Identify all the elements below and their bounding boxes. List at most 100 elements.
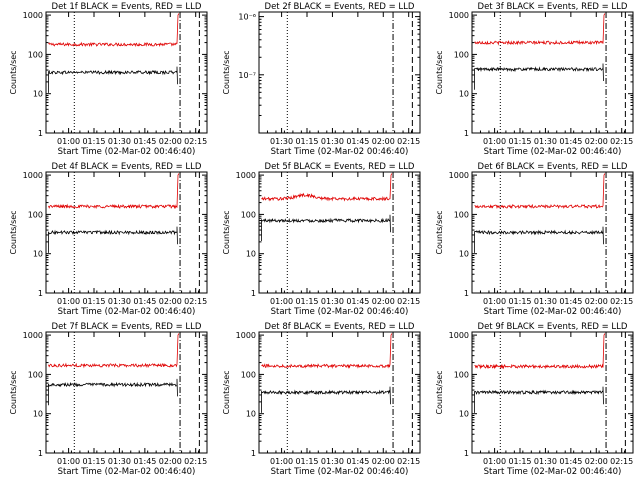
x-tick-label: 01:00	[57, 297, 80, 306]
y-tick-label: 10⁻⁶	[238, 13, 256, 22]
series-line-lld	[474, 173, 606, 210]
x-tick-label: 01:15	[508, 297, 531, 306]
series-line-events	[261, 214, 391, 241]
x-tick-label: 01:15	[508, 457, 531, 466]
chart-panel-4: Det 4f BLACK = Events, RED = LLD 1 10 100 10…	[9, 162, 208, 317]
y-tick-label: 1	[464, 449, 469, 458]
x-tick-label: 01:45	[133, 457, 156, 466]
plot-area	[261, 332, 413, 453]
x-axis-label: Start Time (02-Mar-02 00:46:40)	[58, 147, 196, 157]
plot-frame	[45, 331, 208, 454]
y-axis-label: Counts/sec	[9, 50, 18, 94]
plot-area	[48, 332, 200, 453]
x-tick-label: 01:00	[483, 297, 506, 306]
y-tick-label: 100	[28, 210, 43, 219]
x-tick-label: 01:30	[270, 137, 293, 146]
series-line-events	[474, 386, 604, 413]
plot-frame	[258, 11, 421, 134]
y-tick-label: 10⁻⁷	[238, 71, 256, 80]
x-axis-label: Start Time (02-Mar-02 00:46:40)	[271, 147, 409, 157]
x-tick-label: 01:45	[559, 137, 582, 146]
x-tick-label: 01:15	[295, 457, 318, 466]
x-tick-label: 02:15	[610, 137, 633, 146]
x-tick-label: 02:15	[397, 137, 420, 146]
y-tick-label: 1	[251, 289, 256, 298]
plot-area	[48, 12, 200, 133]
y-tick-label: 100	[28, 370, 43, 379]
y-tick-label: 1000	[449, 171, 469, 180]
y-tick-label: 1000	[449, 331, 469, 340]
plot-frame	[471, 171, 634, 294]
x-tick-label: 01:15	[295, 297, 318, 306]
series-line-lld	[48, 13, 180, 48]
x-tick-label: 01:15	[82, 297, 105, 306]
x-tick-label: 01:45	[346, 137, 369, 146]
x-tick-label: 02:00	[372, 457, 395, 466]
y-tick-label: 100	[28, 50, 43, 59]
y-axis-label: Counts/sec	[222, 370, 231, 414]
x-tick-label: 02:00	[585, 137, 608, 146]
x-tick-label: 02:15	[184, 297, 207, 306]
chart-panel-2: Det 2f BLACK = Events, RED = LLD 10⁻⁶ 10⁻⁷…	[222, 2, 421, 157]
x-tick-label: 01:30	[321, 457, 344, 466]
series-line-events	[474, 226, 604, 253]
x-tick-label: 01:00	[483, 457, 506, 466]
x-tick-label: 02:15	[397, 297, 420, 306]
y-tick-label: 10	[246, 250, 256, 259]
chart-title: Det 8f BLACK = Events, RED = LLD	[265, 322, 415, 332]
x-tick-label: 01:00	[270, 297, 293, 306]
series-line-lld	[48, 333, 180, 369]
plot-area	[474, 12, 626, 133]
y-tick-label: 1000	[23, 331, 43, 340]
x-tick-label: 02:15	[610, 297, 633, 306]
chart-title: Det 1f BLACK = Events, RED = LLD	[52, 2, 202, 12]
x-tick-label: 01:30	[534, 137, 557, 146]
chart-title: Det 5f BLACK = Events, RED = LLD	[265, 162, 415, 172]
series-line-lld	[261, 333, 393, 369]
x-tick-label: 01:45	[133, 297, 156, 306]
y-tick-label: 1	[251, 449, 256, 458]
x-tick-label: 02:00	[159, 137, 182, 146]
y-tick-label: 1000	[236, 171, 256, 180]
chart-panel-6: Det 6f BLACK = Events, RED = LLD 1 10 100 10…	[435, 162, 634, 317]
x-tick-label: 02:15	[610, 457, 633, 466]
x-tick-label: 01:00	[483, 137, 506, 146]
y-axis-label: Counts/sec	[222, 50, 231, 94]
plot-frame	[258, 331, 421, 454]
series-line-events	[261, 386, 391, 413]
x-axis-label: Start Time (02-Mar-02 00:46:40)	[58, 307, 196, 317]
y-tick-label: 10	[33, 250, 43, 259]
plot-area	[474, 172, 626, 293]
chart-panel-9: Det 9f BLACK = Events, RED = LLD 1 10 100 10…	[435, 322, 634, 477]
y-axis-label: Counts/sec	[435, 50, 444, 94]
y-tick-label: 1	[38, 449, 43, 458]
y-tick-label: 1000	[449, 11, 469, 20]
y-tick-label: 1000	[23, 171, 43, 180]
y-tick-label: 1	[38, 129, 43, 138]
x-tick-label: 01:30	[534, 457, 557, 466]
plot-area	[261, 172, 413, 293]
x-tick-label: 02:15	[397, 457, 420, 466]
chart-title: Det 2f BLACK = Events, RED = LLD	[265, 2, 415, 12]
x-tick-label: 02:00	[159, 457, 182, 466]
x-tick-label: 01:45	[133, 137, 156, 146]
plot-area	[286, 12, 413, 133]
plot-area	[474, 332, 626, 453]
x-axis-label: Start Time (02-Mar-02 00:46:40)	[58, 467, 196, 477]
x-tick-label: 01:30	[108, 137, 131, 146]
x-tick-label: 01:15	[508, 137, 531, 146]
series-line-lld	[474, 333, 606, 370]
x-axis-label: Start Time (02-Mar-02 00:46:40)	[271, 307, 409, 317]
x-axis-label: Start Time (02-Mar-02 00:46:40)	[271, 467, 409, 477]
y-tick-label: 100	[454, 370, 469, 379]
x-tick-label: 01:15	[295, 137, 318, 146]
series-line-lld	[261, 173, 393, 202]
chart-panel-8: Det 8f BLACK = Events, RED = LLD 1 10 100 10…	[222, 322, 421, 477]
chart-title: Det 3f BLACK = Events, RED = LLD	[478, 2, 628, 12]
chart-panel-5: Det 5f BLACK = Events, RED = LLD 1 10 100 10…	[222, 162, 421, 317]
y-axis-label: Counts/sec	[435, 210, 444, 254]
plot-frame	[471, 11, 634, 134]
y-tick-label: 1	[38, 289, 43, 298]
series-line-events	[48, 66, 178, 93]
